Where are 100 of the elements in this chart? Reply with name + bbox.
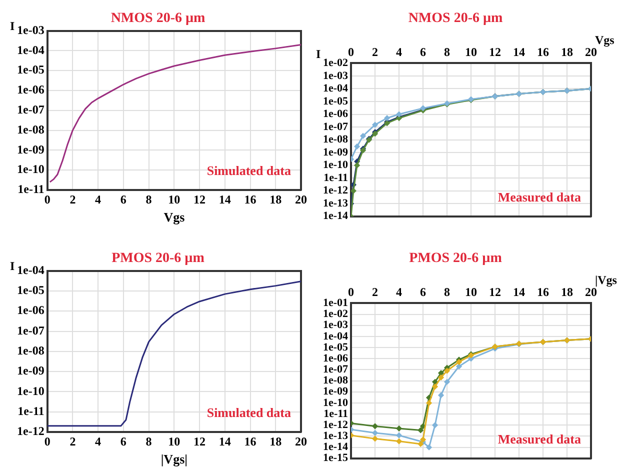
annotation: Measured data (498, 189, 582, 204)
x-tick-label: 10 (465, 285, 478, 300)
y-tick-label: 1e-08 (16, 343, 44, 358)
y-tick-label: 1e-14 (323, 210, 349, 222)
y-tick-label: 1e-12 (16, 424, 44, 438)
annotation: Measured data (498, 431, 582, 446)
x-tick-label: 2 (70, 192, 76, 206)
x-tick-label: 16 (537, 45, 550, 60)
x-tick-label: 18 (561, 45, 574, 60)
y-tick-label: 1e-06 (323, 108, 349, 120)
x-tick-label: 12 (194, 192, 206, 206)
y-tick-label: 1e-07 (323, 120, 349, 133)
y-tick-label: 1e-07 (323, 364, 349, 376)
x-axis-title: Vgs (164, 210, 185, 225)
x-tick-label: 8 (444, 285, 450, 300)
y-tick-label: 1e-02 (323, 57, 349, 70)
x-tick-label: 14 (513, 45, 526, 60)
x-tick-label: 4 (396, 45, 402, 60)
y-tick-label: 1e-01 (323, 297, 348, 310)
x-tick-label: 20 (585, 45, 597, 60)
x-tick-label: 0 (44, 192, 50, 206)
x-tick-label: 0 (348, 285, 354, 300)
x-tick-label: 4 (95, 434, 102, 448)
chart-title: PMOS 20-6 µm (409, 251, 502, 266)
y-tick-label: 1e-05 (323, 95, 349, 108)
x-tick-label: 14 (218, 434, 231, 448)
y-tick-label: 1e-09 (16, 364, 44, 378)
x-tick-label: 10 (465, 45, 478, 60)
y-axis-title: I (10, 258, 15, 273)
x-tick-label: 10 (168, 192, 180, 206)
x-tick-label: 14 (513, 285, 526, 300)
x-tick-label: 8 (146, 434, 152, 448)
y-tick-label: 1e-15 (323, 452, 349, 464)
y-tick-label: 1e-09 (16, 142, 44, 156)
y-tick-label: 1e-12 (323, 418, 349, 431)
y-tick-label: 1e-05 (16, 283, 44, 298)
x-tick-label: 4 (95, 192, 102, 206)
x-tick-label: 16 (244, 192, 256, 206)
x-tick-label: 20 (585, 285, 597, 300)
y-axis-title: I (10, 18, 15, 33)
x-tick-label: 8 (146, 192, 152, 206)
y-tick-label: 1e-09 (323, 146, 349, 158)
x-tick-label: 0 (348, 45, 354, 60)
annotation: Simulated data (206, 404, 292, 420)
x-tick-label: 18 (270, 434, 282, 448)
x-axis-title: |Vgs| (160, 452, 188, 467)
y-tick-label: 1e-06 (16, 303, 44, 318)
x-tick-label: 10 (168, 434, 180, 448)
y-tick-label: 1e-04 (323, 82, 349, 95)
x-axis-title: |Vgs (595, 272, 618, 287)
x-tick-label: 8 (444, 45, 450, 60)
x-tick-label: 6 (120, 192, 126, 206)
x-tick-label: 18 (561, 285, 574, 300)
x-tick-label: 2 (372, 285, 378, 300)
x-tick-label: 2 (70, 434, 76, 448)
x-tick-label: 0 (44, 434, 50, 448)
x-tick-label: 4 (396, 285, 402, 300)
x-tick-label: 6 (420, 285, 426, 300)
y-tick-label: 1e-03 (16, 22, 44, 37)
y-tick-label: 1e-07 (16, 323, 44, 338)
y-tick-label: 1e-09 (323, 386, 349, 398)
chart-title: NMOS 20-6 µm (408, 11, 504, 26)
x-axis-title: Vgs (595, 32, 615, 47)
x-tick-label: 6 (420, 45, 426, 60)
y-tick-label: 1e-11 (324, 172, 348, 184)
y-tick-label: 1e-07 (16, 102, 44, 116)
y-tick-label: 1e-05 (16, 62, 44, 77)
y-axis-title: I (316, 47, 321, 62)
x-tick-label: 2 (372, 45, 378, 60)
x-tick-label: 20 (295, 192, 307, 206)
x-tick-label: 12 (194, 434, 206, 448)
y-tick-label: 1e-04 (16, 42, 44, 57)
y-tick-label: 1e-11 (324, 408, 348, 420)
y-tick-label: 1e-06 (16, 82, 44, 97)
y-tick-label: 1e-03 (323, 319, 349, 332)
y-tick-label: 1e-11 (18, 182, 44, 196)
x-tick-label: 12 (489, 45, 502, 60)
annotation: Simulated data (206, 162, 292, 178)
y-tick-label: 1e-08 (323, 134, 349, 146)
y-tick-label: 1e-12 (323, 184, 349, 197)
y-tick-label: 1e-02 (323, 308, 349, 320)
chart-title: NMOS 20-6 µm (110, 11, 206, 26)
y-tick-label: 1e-03 (323, 70, 349, 82)
x-tick-label: 6 (120, 434, 126, 448)
y-tick-label: 1e-10 (16, 162, 44, 176)
y-tick-label: 1e-13 (323, 430, 349, 442)
x-tick-label: 18 (270, 192, 282, 206)
y-tick-label: 1e-10 (16, 384, 44, 398)
y-tick-label: 1e-06 (323, 352, 349, 364)
y-tick-label: 1e-08 (323, 374, 349, 387)
y-tick-label: 1e-11 (18, 404, 44, 418)
y-tick-label: 1e-10 (323, 396, 349, 409)
x-tick-label: 20 (295, 434, 307, 448)
chart-title: PMOS 20-6 µm (112, 251, 205, 266)
y-tick-label: 1e-04 (16, 262, 44, 277)
y-tick-label: 1e-08 (16, 122, 44, 136)
y-tick-label: 1e-10 (323, 159, 349, 172)
y-tick-label: 1e-05 (323, 341, 349, 354)
y-tick-label: 1e-04 (323, 330, 349, 342)
x-tick-label: 16 (244, 434, 256, 448)
